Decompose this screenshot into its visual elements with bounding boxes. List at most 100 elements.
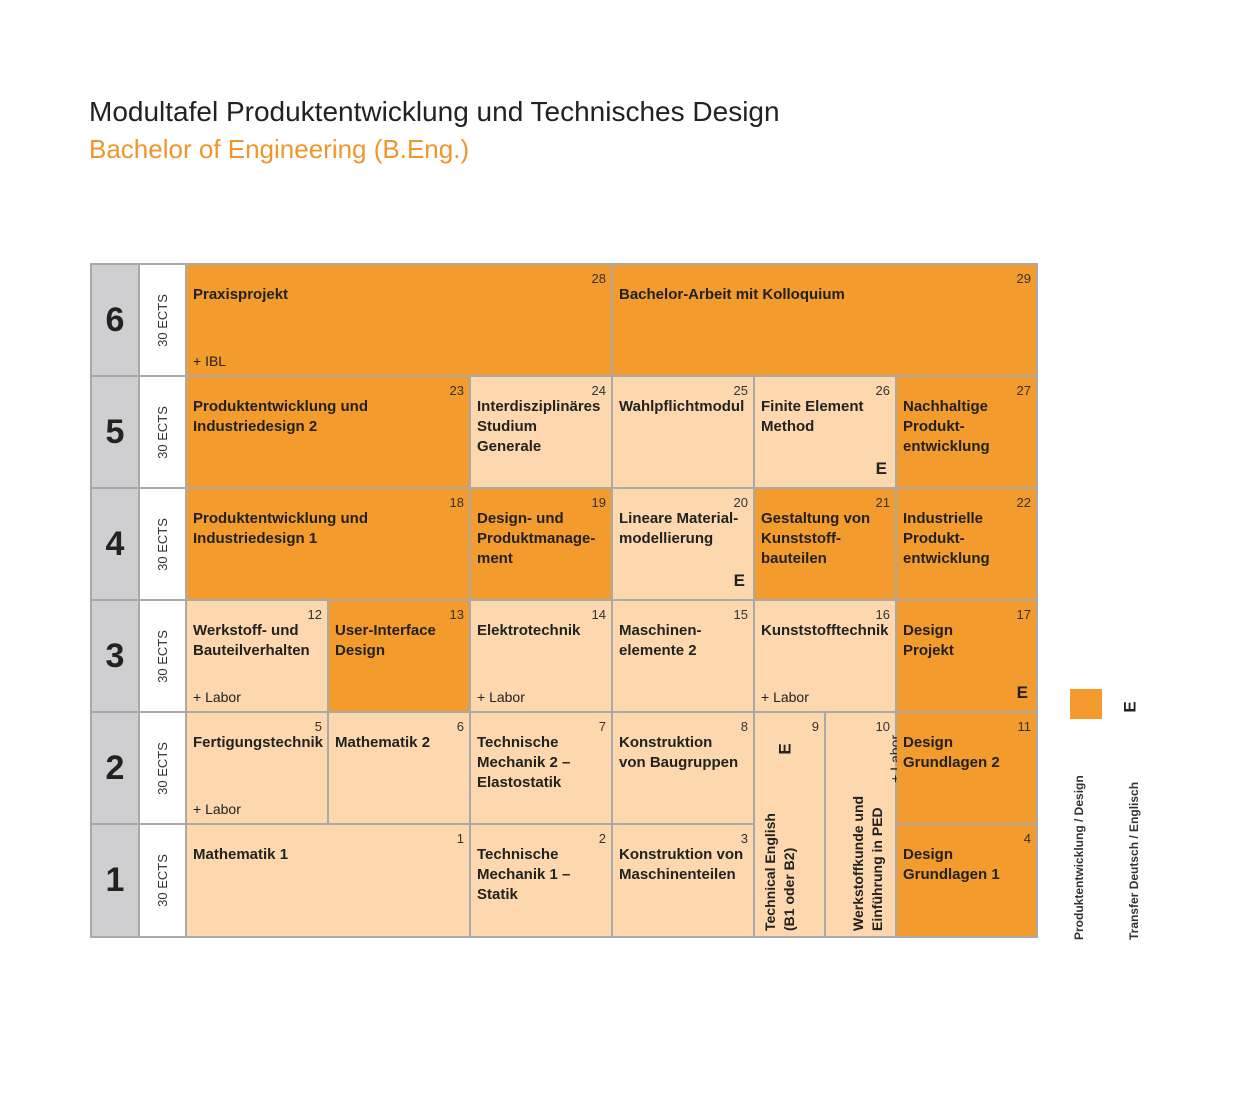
module-number: 10 [875,719,890,734]
module-title: Nachhaltige Produkt- entwicklung [903,398,990,455]
module-title: Wahlpflichtmodul [619,398,745,415]
module-18: 18 Produktentwicklung und Industriedesig… [187,489,469,599]
module-number: 22 [1016,495,1031,510]
english-marker: E [733,571,745,590]
module-title: Design Projekt [903,622,954,659]
module-title: Mathematik 2 [335,734,431,751]
module-title: Fertigungstechnik [193,734,324,751]
module-26: 26 Finite Element Method E [755,377,895,487]
module-22: 22 Industrielle Produkt- entwicklung [897,489,1036,599]
page-title: Modultafel Produktentwicklung und Techni… [89,96,780,127]
module-number: 25 [733,383,748,398]
module-5: 5 Fertigungstechnik + Labor [187,713,327,823]
module-title: Elektrotechnik [477,622,581,639]
module-number: 17 [1016,607,1031,622]
module-title: Technische Mechanik 1 – Statik [477,846,571,903]
module-3: 3 Konstruktion von Maschinenteilen [613,825,753,936]
semester-3: 3 [92,601,138,711]
legend-english-marker: E [1120,701,1140,713]
module-extra: + Labor [477,689,525,705]
module-title: Konstruktion von Baugruppen [619,734,739,771]
module-title: Werkstoff- und Bauteilverhalten [193,622,310,659]
module-27: 27 Nachhaltige Produkt- entwicklung [897,377,1036,487]
module-21: 21 Gestaltung von Kunststoff- bauteilen [755,489,895,599]
module-14: 14 Elektrotechnik + Labor [471,601,611,711]
module-title: Praxisprojekt [193,286,289,303]
module-number: 5 [314,719,322,734]
module-number: 1 [456,831,464,846]
module-number: 6 [456,719,464,734]
module-number: 29 [1016,271,1031,286]
module-number: 2 [598,831,606,846]
module-13: 13 User-Interface Design [329,601,469,711]
module-number: 9 [811,719,819,734]
module-15: 15 Maschinen- elemente 2 [613,601,753,711]
module-title: Werkstoffkunde und Einführung in PED [850,795,885,931]
module-number: 8 [740,719,748,734]
module-17: 17 Design Projekt E [897,601,1036,711]
module-19: 19 Design- und Produktmanage- ment [471,489,611,599]
legend-label-produktentwicklung: Produktentwicklung / Design [1072,775,1086,940]
module-25: 25 Wahlpflichtmodul [613,377,753,487]
module-extra: + IBL [193,353,227,369]
module-title: Industrielle Produkt- entwicklung [903,510,990,567]
module-number: 11 [1017,719,1032,734]
module-9: 9 E Technical English (B1 oder B2) [755,713,824,936]
module-number: 4 [1023,831,1031,846]
module-number: 14 [591,607,606,622]
module-number: 21 [875,495,890,510]
module-title: Technische Mechanik 2 – Elastostatik [477,734,571,791]
module-title: Technical English (B1 oder B2) [762,813,797,931]
module-title: Design- und Produktmanage- ment [477,510,596,567]
module-16: 16 Kunststofftechnik + Labor [755,601,895,711]
semester-2: 2 [92,713,138,823]
module-6: 6 Mathematik 2 [329,713,469,823]
module-1: 1 Mathematik 1 [187,825,469,936]
english-marker: E [1016,683,1028,702]
page-subtitle: Bachelor of Engineering (B.Eng.) [89,134,470,164]
module-number: 16 [875,607,890,622]
module-title: Maschinen- elemente 2 [619,622,702,659]
module-title: Design Grundlagen 2 [903,734,1000,771]
module-table: 6 5 4 3 2 1 30 ECTS 30 ECTS 30 ECTS 30 E… [90,263,1038,938]
module-number: 7 [598,719,606,734]
module-12: 12 Werkstoff- und Bauteilverhalten + Lab… [187,601,327,711]
module-title: Produktentwicklung und Industriedesign 1 [193,510,368,547]
ects-label: 30 ECTS [140,601,185,711]
module-number: 20 [733,495,748,510]
module-29: 29 Bachelor-Arbeit mit Kolloquium [613,265,1036,375]
module-4: 4 Design Grundlagen 1 [897,825,1036,936]
module-number: 19 [591,495,606,510]
module-number: 15 [733,607,748,622]
semester-1: 1 [92,825,138,936]
module-title: Interdisziplinäres Studium Generale [477,398,601,455]
module-extra: + Labor [761,689,809,705]
module-2: 2 Technische Mechanik 1 – Statik [471,825,611,936]
module-extra: + Labor [193,689,241,705]
ects-label: 30 ECTS [140,713,185,823]
legend-color-swatch [1070,689,1102,719]
module-title: Gestaltung von Kunststoff- bauteilen [761,510,871,567]
module-10: 10 Werkstoffkunde und Einführung in PED … [826,713,903,936]
module-number: 28 [591,271,606,286]
module-11: 11 Design Grundlagen 2 [897,713,1036,823]
english-marker: E [875,459,887,478]
ects-label: 30 ECTS [140,489,185,599]
ects-label: 30 ECTS [140,377,185,487]
module-23: 23 Produktentwicklung und Industriedesig… [187,377,469,487]
module-title: Bachelor-Arbeit mit Kolloquium [619,286,845,303]
module-title: User-Interface Design [335,622,436,659]
semester-5: 5 [92,377,138,487]
module-number: 23 [449,383,464,398]
module-title: Design Grundlagen 1 [903,846,1000,883]
semester-4: 4 [92,489,138,599]
module-title: Lineare Material- modellierung [619,510,739,547]
module-8: 8 Konstruktion von Baugruppen [613,713,753,823]
module-title: Konstruktion von Maschinenteilen [619,846,744,883]
module-title: Kunststofftechnik [761,622,889,639]
module-number: 13 [449,607,464,622]
module-title: Mathematik 1 [193,846,289,863]
module-20: 20 Lineare Material- modellierung E [613,489,753,599]
module-title: Produktentwicklung und Industriedesign 2 [193,398,368,435]
module-7: 7 Technische Mechanik 2 – Elastostatik [471,713,611,823]
